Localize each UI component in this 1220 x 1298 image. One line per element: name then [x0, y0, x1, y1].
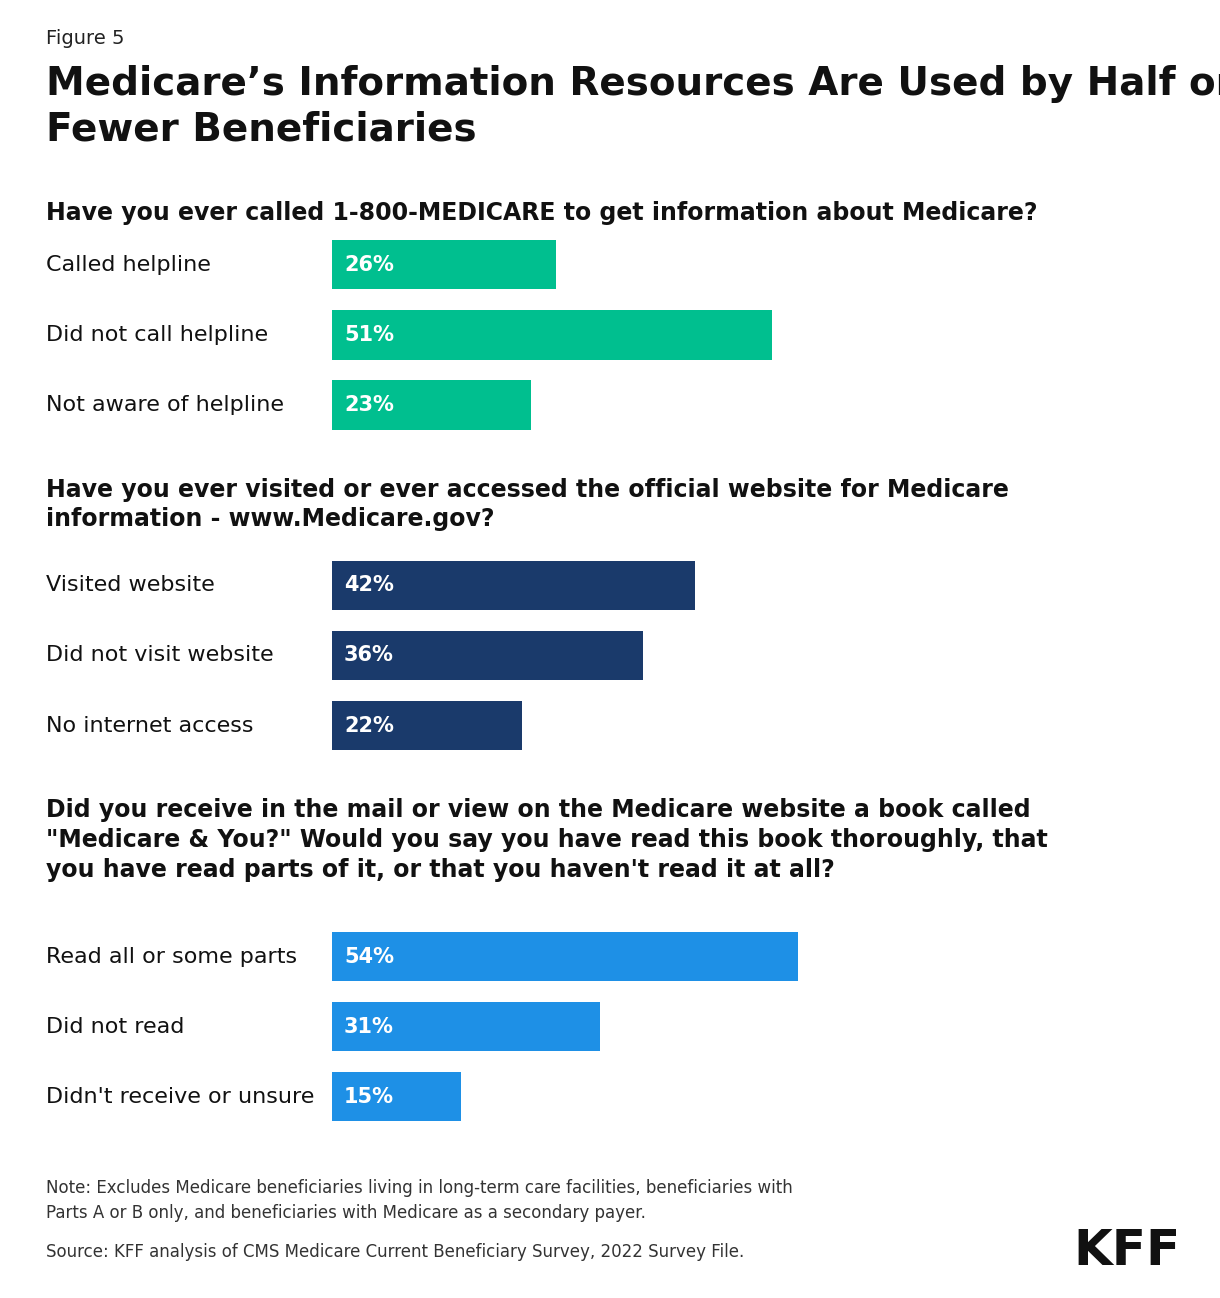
Bar — [332, 631, 643, 680]
Bar — [332, 1072, 461, 1121]
Text: 15%: 15% — [344, 1086, 394, 1107]
Text: Not aware of helpline: Not aware of helpline — [46, 395, 284, 415]
Text: Did not call helpline: Did not call helpline — [46, 324, 268, 345]
Text: 54%: 54% — [344, 946, 394, 967]
Text: Did you receive in the mail or view on the Medicare website a book called
"Medic: Did you receive in the mail or view on t… — [46, 798, 1048, 881]
Text: Note: Excludes Medicare beneficiaries living in long-term care facilities, benef: Note: Excludes Medicare beneficiaries li… — [46, 1179, 793, 1221]
Text: Did not visit website: Did not visit website — [46, 645, 274, 666]
Text: Have you ever visited or ever accessed the official website for Medicare
informa: Have you ever visited or ever accessed t… — [46, 478, 1009, 531]
Text: Figure 5: Figure 5 — [46, 29, 124, 48]
Text: KFF: KFF — [1074, 1227, 1181, 1275]
Bar — [332, 561, 694, 610]
Text: 23%: 23% — [344, 395, 394, 415]
Text: Called helpline: Called helpline — [46, 254, 211, 275]
Text: 26%: 26% — [344, 254, 394, 275]
Bar — [332, 380, 531, 430]
Text: Did not read: Did not read — [46, 1016, 184, 1037]
Bar — [332, 1002, 599, 1051]
Bar — [332, 701, 522, 750]
Text: Medicare’s Information Resources Are Used by Half or Even
Fewer Beneficiaries: Medicare’s Information Resources Are Use… — [46, 65, 1220, 148]
Bar — [332, 932, 798, 981]
Text: Didn't receive or unsure: Didn't receive or unsure — [46, 1086, 315, 1107]
Bar — [332, 310, 772, 360]
Text: 42%: 42% — [344, 575, 394, 596]
Text: Read all or some parts: Read all or some parts — [46, 946, 298, 967]
Text: Source: KFF analysis of CMS Medicare Current Beneficiary Survey, 2022 Survey Fil: Source: KFF analysis of CMS Medicare Cur… — [46, 1243, 744, 1262]
Text: No internet access: No internet access — [46, 715, 254, 736]
Text: Visited website: Visited website — [46, 575, 215, 596]
Bar — [332, 240, 556, 289]
Text: 31%: 31% — [344, 1016, 394, 1037]
Text: 36%: 36% — [344, 645, 394, 666]
Text: 22%: 22% — [344, 715, 394, 736]
Text: Have you ever called 1-800-MEDICARE to get information about Medicare?: Have you ever called 1-800-MEDICARE to g… — [46, 201, 1038, 225]
Text: 51%: 51% — [344, 324, 394, 345]
